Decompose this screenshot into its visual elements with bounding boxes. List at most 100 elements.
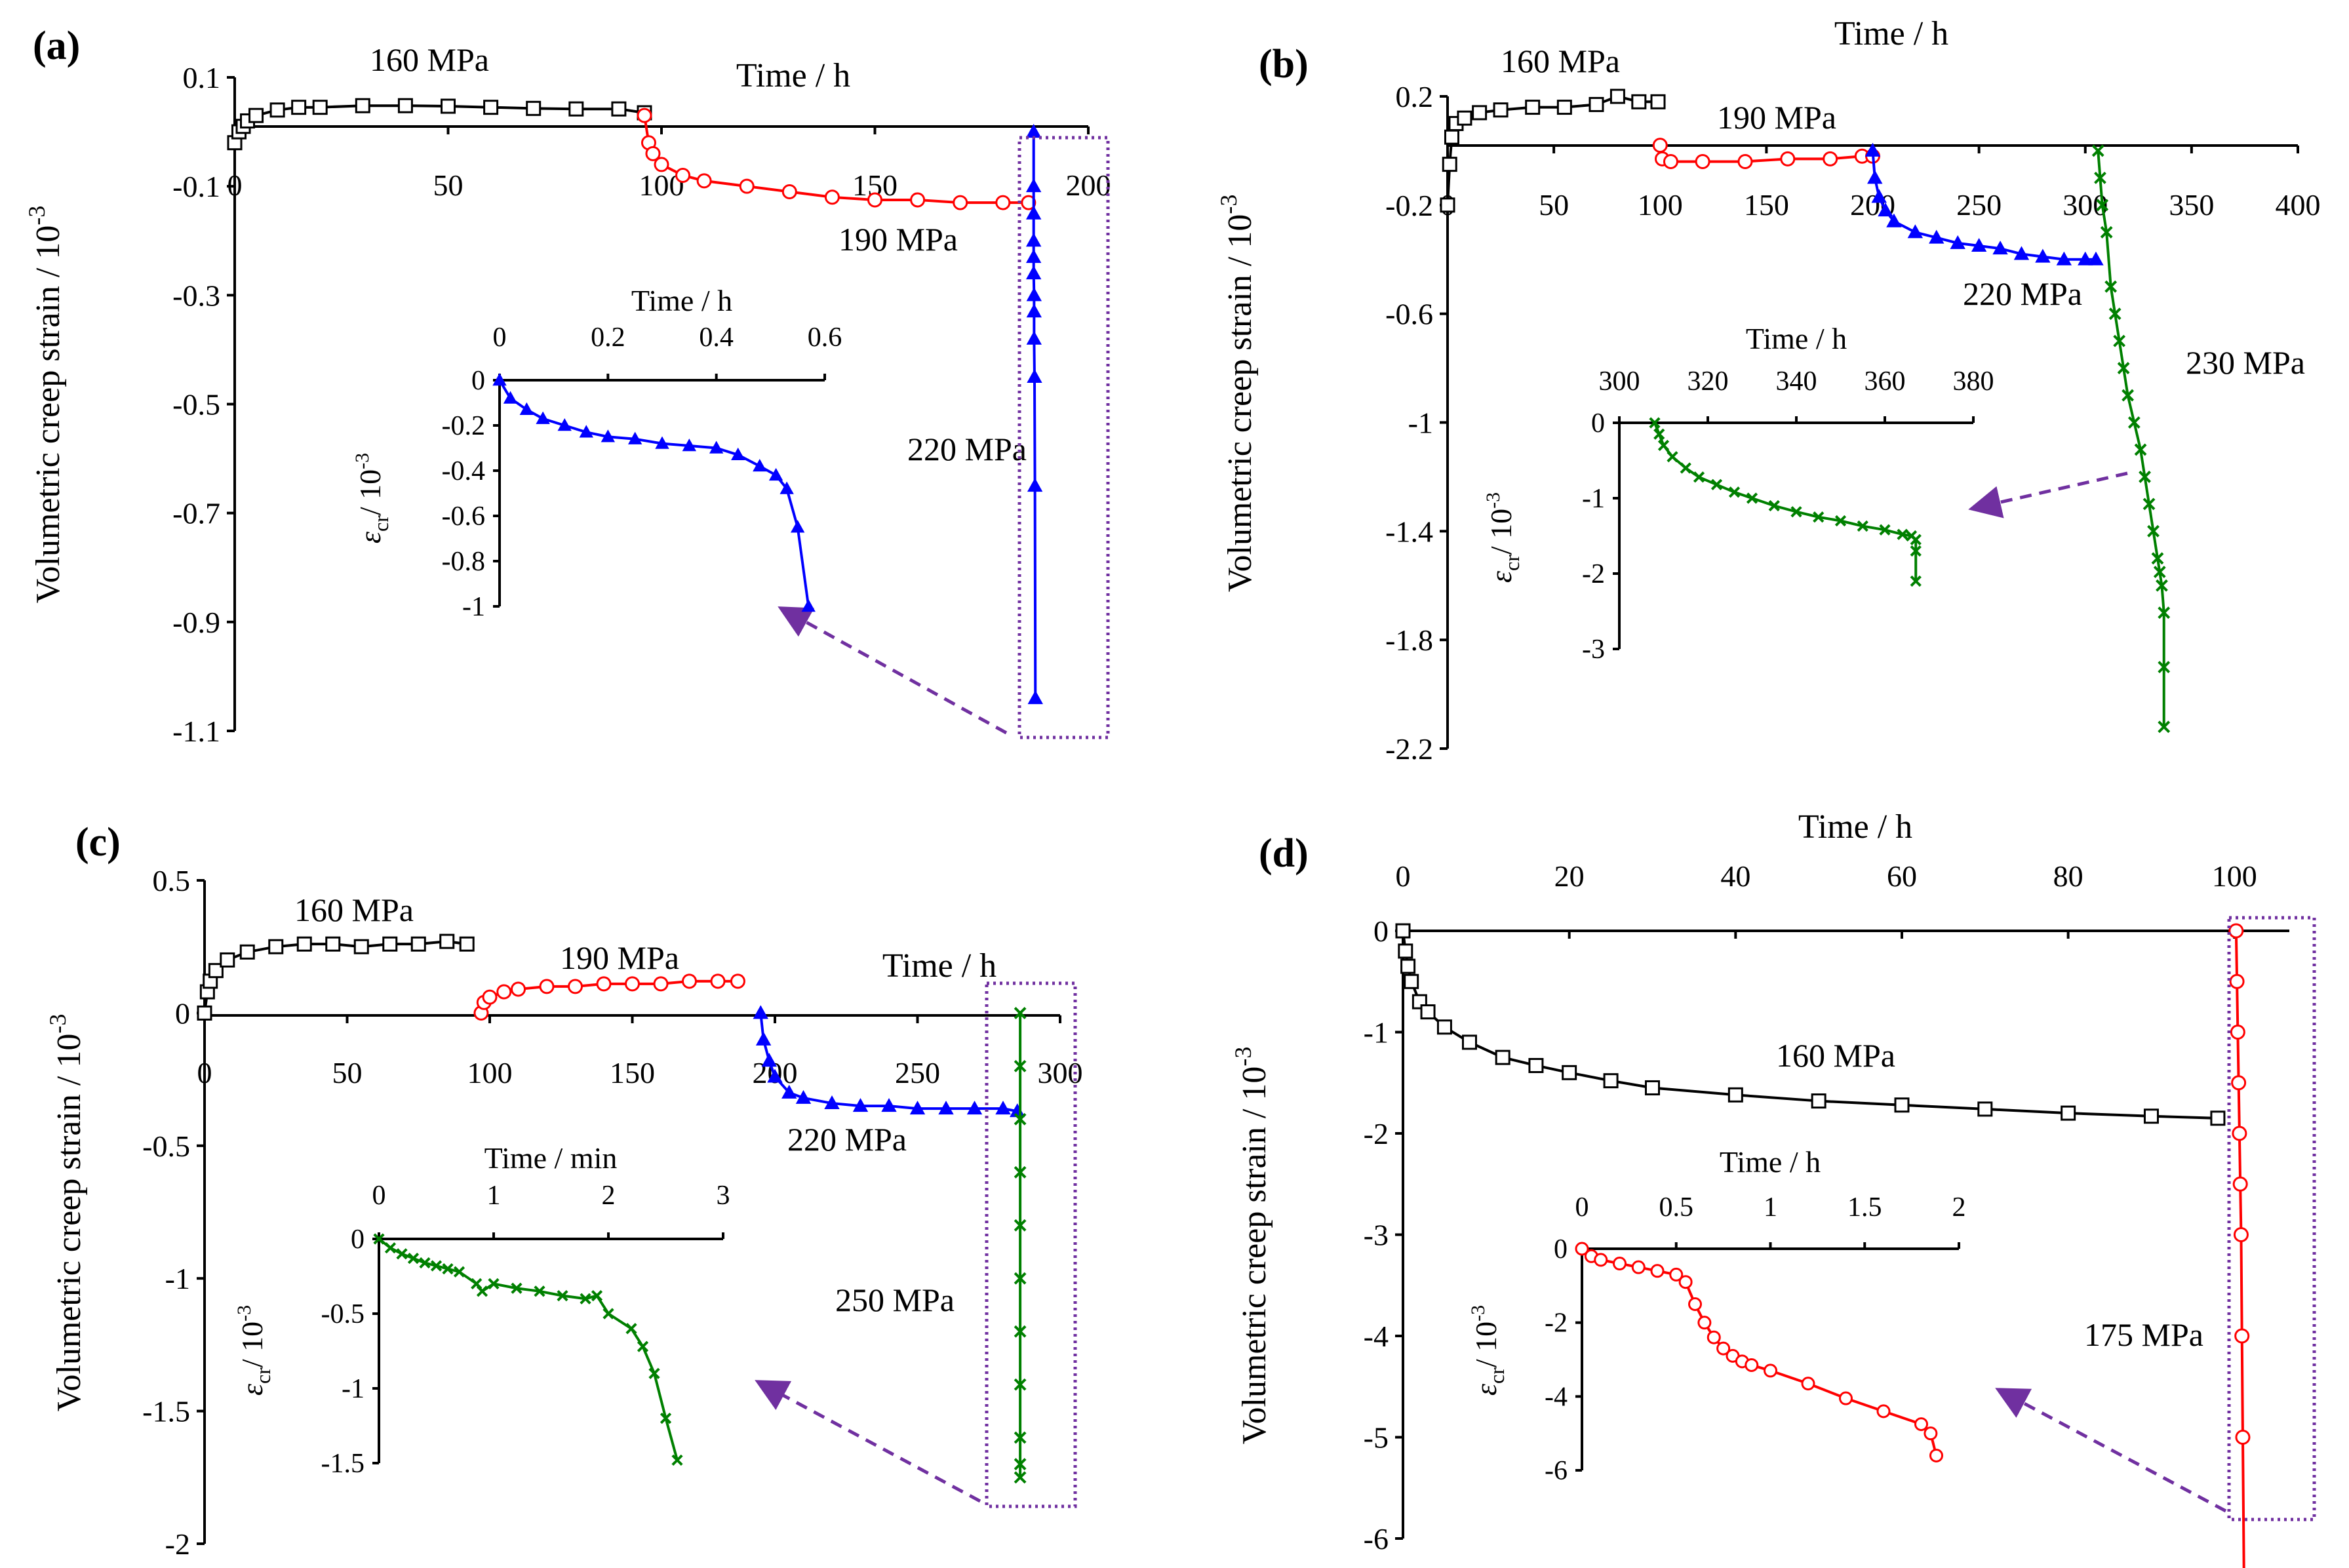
data-point bbox=[476, 1285, 488, 1297]
inset-x-tick-label: 0.6 bbox=[808, 323, 842, 353]
x-tick-label: 80 bbox=[2053, 859, 2083, 893]
y-tick-label: -4 bbox=[1364, 1320, 1389, 1353]
data-point bbox=[966, 1101, 983, 1115]
zoom-arrow bbox=[778, 606, 1008, 735]
data-point bbox=[1879, 524, 1891, 536]
data-point bbox=[625, 1323, 637, 1335]
data-point bbox=[1669, 1267, 1684, 1282]
y-tick-label: -0.3 bbox=[172, 279, 220, 312]
stress-label: 230 MPa bbox=[2186, 344, 2305, 381]
data-point bbox=[790, 520, 805, 533]
inset-x-tick-label: 0.5 bbox=[1659, 1192, 1694, 1223]
data-point bbox=[2078, 251, 2093, 265]
data-point bbox=[291, 100, 307, 115]
x-tick-label: 0 bbox=[197, 1056, 212, 1089]
data-point bbox=[488, 1278, 500, 1290]
data-point bbox=[795, 1089, 812, 1104]
data-point bbox=[539, 979, 555, 994]
data-point bbox=[1014, 1378, 1027, 1391]
data-point bbox=[441, 98, 456, 114]
inset-y-tick-label: -2 bbox=[1545, 1308, 1568, 1339]
data-point bbox=[1014, 1059, 1027, 1072]
inset-y-unit: / 10 bbox=[353, 469, 387, 515]
inset-x-tick-label: 340 bbox=[1776, 366, 1817, 397]
inset-x-tick-label: 0 bbox=[372, 1181, 386, 1211]
data-point bbox=[1897, 528, 1908, 540]
data-point bbox=[781, 1084, 797, 1099]
data-point bbox=[1027, 368, 1042, 383]
y-tick-label: -0.5 bbox=[172, 388, 220, 421]
data-point bbox=[1780, 151, 1796, 167]
inset-y-tick-label: -0.8 bbox=[442, 547, 486, 577]
data-point bbox=[1693, 471, 1705, 483]
data-point bbox=[739, 178, 755, 194]
x-tick-label: 400 bbox=[2276, 188, 2321, 222]
data-point bbox=[1867, 170, 1883, 184]
data-point bbox=[995, 195, 1011, 210]
panel-3: (c)0.50-0.5-1-1.5-2050100150200250300Tim… bbox=[45, 820, 1083, 1561]
data-point bbox=[768, 467, 783, 481]
data-point bbox=[730, 973, 745, 989]
data-point bbox=[627, 431, 642, 444]
data-point bbox=[1745, 1358, 1759, 1372]
data-point bbox=[1026, 304, 1042, 318]
data-point bbox=[2096, 199, 2109, 212]
data-point bbox=[2088, 251, 2104, 265]
y-tick-label: 0.5 bbox=[153, 864, 191, 897]
data-point bbox=[1025, 205, 1042, 220]
data-point bbox=[442, 1263, 454, 1275]
inset-y-tick-label: -4 bbox=[1545, 1382, 1568, 1412]
data-point bbox=[671, 1454, 683, 1466]
data-point bbox=[1444, 129, 1459, 145]
data-point bbox=[1603, 1073, 1619, 1089]
data-point bbox=[2153, 566, 2166, 578]
data-point bbox=[1894, 1097, 1910, 1113]
data-point bbox=[1710, 479, 1723, 490]
data-point bbox=[1014, 1006, 1027, 1019]
x-tick-label: 350 bbox=[2169, 188, 2214, 222]
data-point bbox=[1556, 100, 1572, 115]
data-point bbox=[696, 173, 712, 189]
data-point bbox=[511, 981, 526, 997]
data-point bbox=[1950, 235, 1965, 249]
x-tick-label: 40 bbox=[1720, 859, 1750, 893]
data-point bbox=[220, 952, 235, 968]
series-230-mpa bbox=[2091, 144, 2171, 734]
data-point bbox=[296, 936, 312, 952]
y-tick-label: -0.7 bbox=[172, 497, 220, 530]
data-point bbox=[2142, 498, 2156, 511]
data-point bbox=[2056, 251, 2072, 265]
data-point bbox=[1971, 237, 1987, 252]
data-point bbox=[910, 192, 926, 208]
data-point bbox=[1910, 545, 1922, 557]
data-point bbox=[2228, 923, 2244, 939]
data-point bbox=[453, 1266, 465, 1278]
x-tick-label: 50 bbox=[433, 168, 464, 202]
data-point bbox=[909, 1101, 926, 1115]
data-point bbox=[625, 976, 640, 992]
data-point bbox=[953, 195, 968, 210]
data-point bbox=[1395, 923, 1411, 939]
inset-x-tick-label: 300 bbox=[1599, 366, 1640, 397]
data-point bbox=[1440, 197, 1455, 213]
data-point bbox=[852, 1098, 869, 1112]
stress-label: 175 MPa bbox=[2084, 1316, 2203, 1353]
data-point bbox=[503, 391, 518, 404]
data-point bbox=[534, 1285, 545, 1297]
y-axis-title-text: Volumetric creep strain / 10 bbox=[50, 1034, 88, 1412]
inset-y-tick-label: -1 bbox=[462, 592, 485, 622]
data-point bbox=[2061, 1105, 2076, 1121]
data-point bbox=[483, 100, 499, 115]
data-point bbox=[591, 1290, 603, 1302]
inset-y-subscript: cr bbox=[251, 1367, 275, 1384]
y-tick-label: -0.6 bbox=[1385, 298, 1433, 331]
data-point bbox=[557, 1290, 568, 1302]
data-point bbox=[410, 936, 426, 952]
data-point bbox=[1594, 1253, 1608, 1267]
data-point bbox=[2147, 524, 2160, 538]
x-tick-label: 150 bbox=[1744, 188, 1789, 222]
data-point bbox=[1442, 157, 1457, 172]
inset-y-tick-label: 0 bbox=[351, 1225, 365, 1255]
